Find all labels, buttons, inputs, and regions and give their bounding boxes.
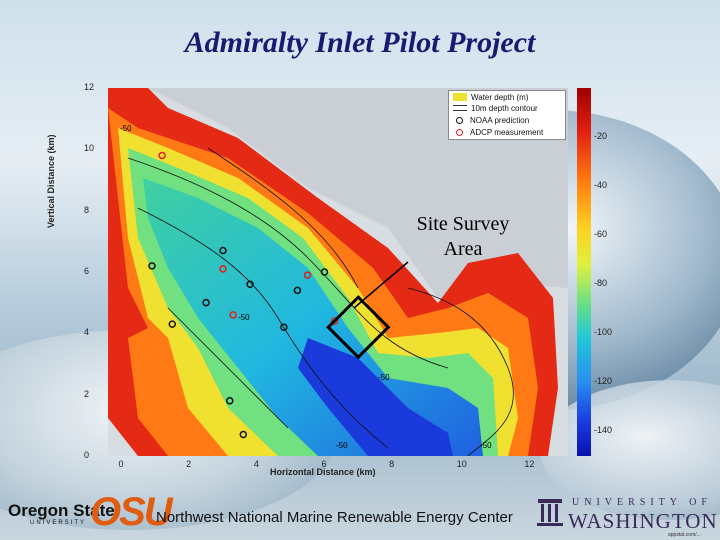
noaa-point bbox=[246, 280, 254, 289]
x-tick-label: 8 bbox=[389, 459, 395, 469]
adcp-point bbox=[330, 317, 339, 325]
osu-logo: OSU bbox=[90, 490, 173, 534]
adcp-point bbox=[303, 271, 312, 279]
deep-channel bbox=[143, 178, 483, 456]
colorbar-tick-label: -60 bbox=[594, 229, 608, 240]
adcp-point bbox=[229, 311, 237, 319]
survey-area-layer bbox=[326, 295, 391, 360]
chart-legend: Water depth (m) 10m depth contour NOAA p… bbox=[448, 90, 566, 140]
colorbar-tick-label: -40 bbox=[594, 180, 608, 191]
image-credit: appstat.com/... bbox=[668, 532, 701, 538]
y-tick-label: 0 bbox=[84, 450, 90, 460]
colorbar-tick-label: -120 bbox=[594, 376, 613, 387]
contour-label: -50 bbox=[238, 313, 250, 322]
bathymetry-map: -50 -50 -50 -50 -50 bbox=[108, 88, 568, 456]
x-axis-label: Horizontal Distance (km) bbox=[270, 467, 376, 477]
x-tick-label: 12 bbox=[524, 459, 535, 469]
depth-contour bbox=[207, 147, 359, 289]
y-tick-label: 12 bbox=[84, 82, 95, 92]
measurement-points bbox=[148, 151, 339, 439]
colorbar-tick-label: -80 bbox=[594, 278, 608, 289]
adcp-point bbox=[158, 151, 166, 160]
adcp-point bbox=[219, 265, 227, 273]
noaa-point bbox=[148, 262, 156, 270]
legend-swatch bbox=[453, 93, 467, 101]
survey-area-box bbox=[326, 295, 391, 360]
contour-label: -50 bbox=[480, 441, 492, 450]
uw-washington: WASHINGTON bbox=[568, 509, 718, 533]
osu-wordmark: Oregon State bbox=[8, 501, 115, 520]
depth-contour bbox=[127, 157, 449, 369]
noaa-point bbox=[202, 298, 210, 307]
legend-swatch bbox=[453, 105, 467, 111]
y-tick-label: 8 bbox=[84, 204, 90, 215]
noaa-point bbox=[239, 430, 248, 439]
slide-title: Admiralty Inlet Pilot Project bbox=[184, 26, 536, 59]
deepest-channel bbox=[298, 338, 453, 456]
legend-item-water-depth: Water depth (m) bbox=[453, 92, 529, 102]
legend-item-noaa: NOAA prediction bbox=[453, 115, 529, 125]
depth-contour bbox=[167, 307, 289, 429]
legend-marker bbox=[456, 128, 463, 136]
x-tick-label: 6 bbox=[321, 459, 327, 469]
legend-item-adcp: ADCP measurement bbox=[453, 127, 543, 137]
y-tick-label: 4 bbox=[84, 327, 90, 338]
noaa-point bbox=[293, 286, 302, 295]
osu-subtitle: UNIVERSITY bbox=[30, 520, 87, 526]
depth-contour bbox=[137, 207, 389, 449]
noaa-point bbox=[280, 323, 288, 331]
noaa-point bbox=[168, 320, 177, 328]
noaa-point bbox=[320, 268, 329, 276]
noaa-point bbox=[226, 397, 234, 405]
x-tick-label: 10 bbox=[456, 459, 467, 469]
contour-label: -50 bbox=[336, 441, 348, 450]
x-tick-label: 0 bbox=[118, 459, 124, 469]
footer-center-name: Northwest National Marine Renewable Ener… bbox=[156, 509, 513, 526]
y-axis-label: Vertical Distance (km) bbox=[46, 134, 56, 228]
uw-university-of: UNIVERSITY OF bbox=[572, 497, 712, 508]
contour-label: -50 bbox=[120, 124, 132, 133]
colorbar-tick-label: -140 bbox=[594, 425, 613, 436]
depth-colorbar bbox=[577, 88, 591, 456]
contour-label: -50 bbox=[378, 373, 390, 382]
site-survey-label: Site Survey Area bbox=[416, 213, 510, 260]
bathymetry-plot: -50 -50 -50 -50 -50 bbox=[108, 88, 568, 456]
y-tick-label: 10 bbox=[84, 143, 95, 154]
land-northeast bbox=[148, 88, 568, 298]
colorbar-tick-label: -20 bbox=[594, 131, 608, 142]
colorbar-tick-label: -100 bbox=[594, 327, 613, 338]
depth-contour bbox=[407, 287, 514, 456]
legend-item-contour: 10m depth contour bbox=[453, 103, 538, 113]
legend-marker bbox=[456, 116, 463, 124]
x-tick-label: 4 bbox=[253, 459, 259, 469]
x-tick-label: 2 bbox=[186, 459, 192, 469]
y-tick-label: 6 bbox=[84, 266, 90, 276]
y-tick-label: 2 bbox=[84, 388, 90, 399]
uw-column-icon bbox=[537, 499, 563, 526]
noaa-point bbox=[219, 246, 227, 255]
